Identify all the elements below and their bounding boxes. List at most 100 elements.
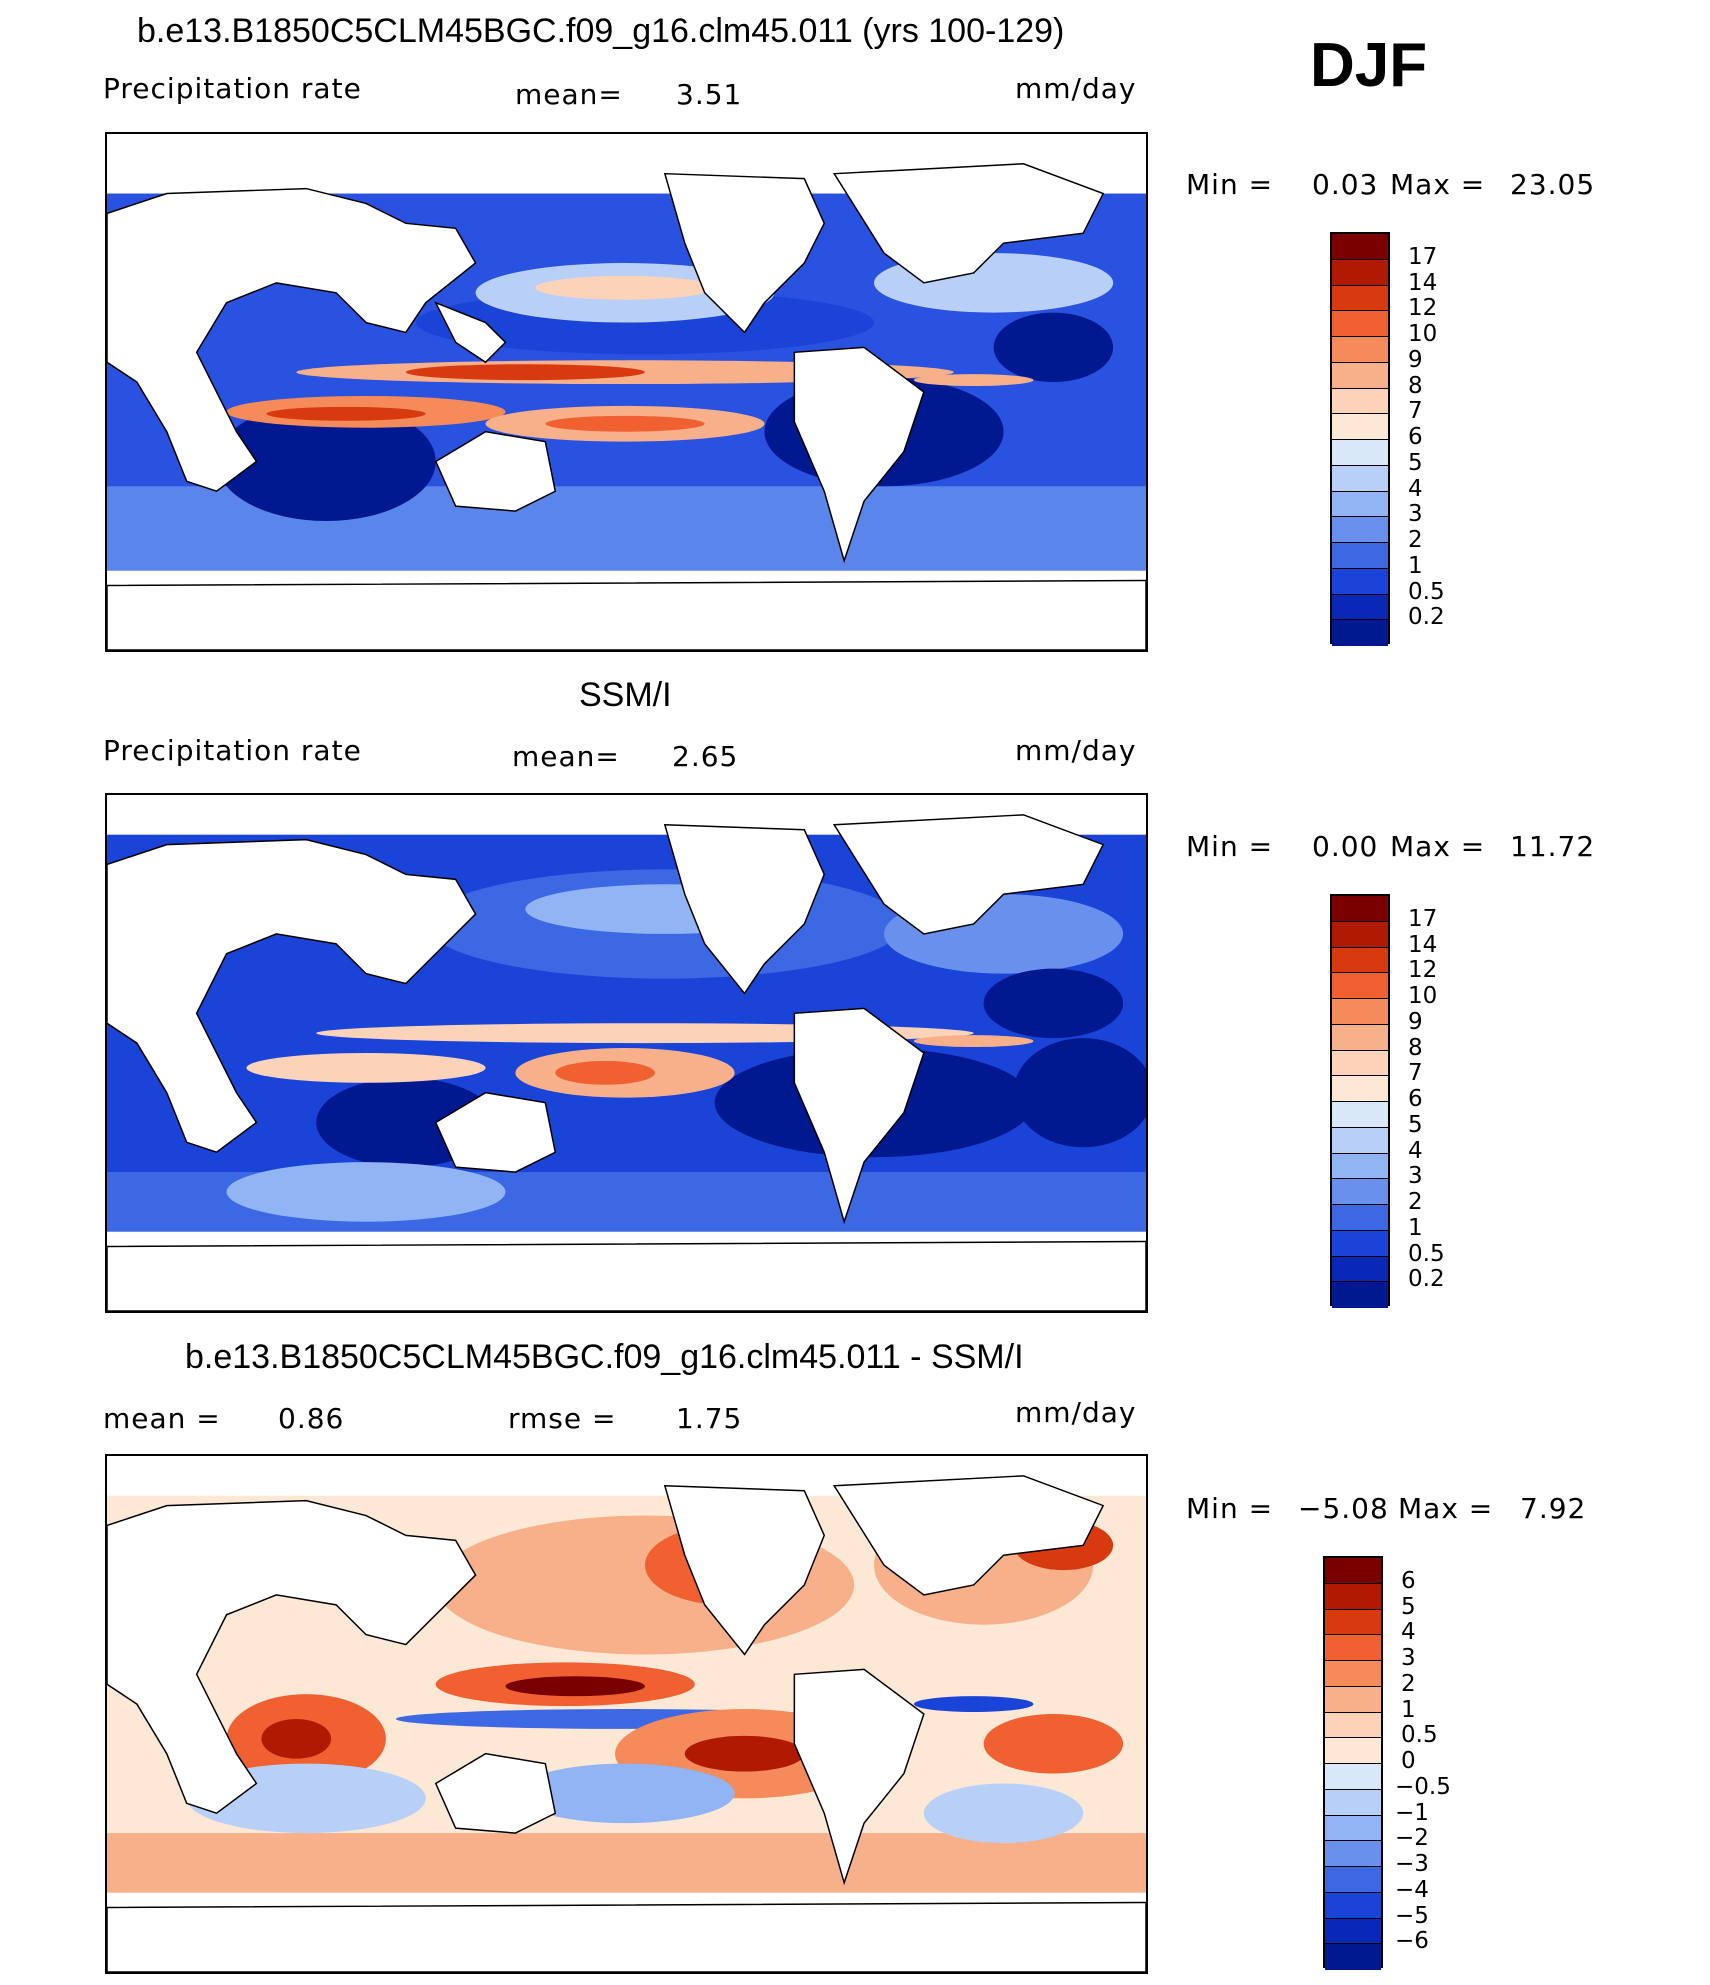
colorbar-tick-label: 0.2 — [1408, 604, 1445, 631]
panel-2-units: mm/day — [1015, 734, 1137, 767]
colorbar-tick-label: 6 — [1408, 424, 1423, 450]
colorbar-swatch — [1332, 465, 1388, 492]
panel-2-max-label: Max = — [1390, 830, 1486, 863]
colorbar-swatch — [1325, 1867, 1381, 1893]
colorbar-swatch — [1332, 414, 1388, 440]
colorbar-swatch — [1332, 337, 1388, 363]
colorbar-swatch — [1325, 1583, 1381, 1610]
panel-1-max-value: 23.05 — [1510, 168, 1596, 201]
colorbar-tick-label: 6 — [1408, 1086, 1423, 1112]
colorbar-swatch — [1332, 1256, 1388, 1283]
colorbar-swatch — [1332, 1179, 1388, 1205]
colorbar-tick-label: −0.5 — [1395, 1773, 1451, 1800]
colorbar-swatch — [1332, 1127, 1388, 1154]
colorbar-swatch — [1332, 1076, 1388, 1102]
colorbar-tick-label: 0.5 — [1401, 1722, 1438, 1749]
colorbar-swatch — [1332, 947, 1388, 974]
colorbar-swatch — [1325, 1789, 1381, 1816]
colorbar-tick-label: −4 — [1395, 1876, 1429, 1903]
colorbar-swatch — [1332, 999, 1388, 1025]
panel-1-map — [105, 132, 1148, 652]
colorbar-tick-label: 6 — [1401, 1567, 1416, 1594]
panel-3-units: mm/day — [1015, 1396, 1137, 1429]
colorbar-swatch — [1332, 543, 1388, 569]
panel-2-map — [105, 793, 1148, 1313]
colorbar-tick-label: 0.5 — [1408, 578, 1445, 605]
colorbar-tick-label: −6 — [1395, 1928, 1429, 1955]
colorbar-swatch — [1332, 620, 1388, 646]
colorbar-swatch — [1332, 1024, 1388, 1051]
colorbar-swatch — [1332, 1102, 1388, 1128]
colorbar-tick-label: 2 — [1401, 1670, 1416, 1697]
panel-3-mean-label: mean = — [103, 1402, 221, 1435]
colorbar-swatch — [1325, 1918, 1381, 1945]
colorbar-swatch — [1332, 285, 1388, 312]
panel-1-max-label: Max = — [1390, 168, 1486, 201]
colorbar-swatch — [1332, 440, 1388, 466]
colorbar-tick-label: 1 — [1401, 1696, 1416, 1723]
colorbar-tick-label: 14 — [1408, 931, 1438, 958]
colorbar-tick-label: 9 — [1408, 346, 1423, 373]
panel-2-min-value: 0.00 — [1312, 830, 1379, 863]
panel-3-max-value: 7.92 — [1520, 1492, 1587, 1525]
panel-2-variable-label: Precipitation rate — [103, 734, 362, 767]
colorbar-tick-label: 1 — [1408, 552, 1423, 579]
panel-2-min-label: Min = — [1186, 830, 1274, 863]
colorbar-swatch — [1325, 1635, 1381, 1661]
colorbar-tick-label: −5 — [1395, 1902, 1429, 1929]
colorbar-swatch — [1332, 234, 1388, 260]
panel-1-variable-label: Precipitation rate — [103, 72, 362, 105]
colorbar-swatch — [1332, 259, 1388, 286]
colorbar-tick-label: −2 — [1395, 1825, 1429, 1852]
colorbar-swatch — [1332, 517, 1388, 543]
panel-3-colorbar-swatches — [1323, 1556, 1383, 1970]
colorbar-tick-label: 0 — [1401, 1748, 1416, 1774]
panel-3-rmse-label: rmse = — [508, 1402, 617, 1435]
colorbar-swatch — [1325, 1661, 1381, 1687]
colorbar-tick-label: 10 — [1408, 321, 1438, 347]
panel-3-min-label: Min = — [1186, 1492, 1274, 1525]
colorbar-tick-label: 14 — [1408, 269, 1438, 296]
colorbar-swatch — [1325, 1764, 1381, 1790]
colorbar-swatch — [1325, 1609, 1381, 1636]
colorbar-tick-label: 4 — [1401, 1619, 1416, 1646]
season-label: DJF — [1310, 31, 1428, 100]
colorbar-swatch — [1332, 362, 1388, 389]
colorbar-swatch — [1332, 1205, 1388, 1231]
colorbar-swatch — [1332, 594, 1388, 621]
colorbar-tick-label: 1 — [1408, 1214, 1423, 1241]
colorbar-tick-label: 5 — [1401, 1593, 1416, 1620]
colorbar-tick-label: 3 — [1401, 1645, 1416, 1671]
panel-2-title: SSM/I — [579, 676, 672, 714]
colorbar-tick-label: 17 — [1408, 243, 1438, 270]
colorbar-swatch — [1325, 1815, 1381, 1842]
panel-2-mean-value: 2.65 — [672, 740, 739, 773]
colorbar-swatch — [1325, 1841, 1381, 1867]
colorbar-swatch — [1332, 921, 1388, 948]
colorbar-tick-label: 17 — [1408, 905, 1438, 932]
colorbar-swatch — [1332, 973, 1388, 999]
colorbar-tick-label: 0.5 — [1408, 1240, 1445, 1267]
colorbar-tick-label: 9 — [1408, 1008, 1423, 1035]
colorbar-tick-label: 3 — [1408, 501, 1423, 528]
colorbar-swatch — [1325, 1558, 1381, 1584]
panel-3-min-value: −5.08 — [1298, 1492, 1389, 1525]
colorbar-swatch — [1332, 311, 1388, 337]
colorbar-swatch — [1325, 1892, 1381, 1919]
panel-2-max-value: 11.72 — [1510, 830, 1596, 863]
panel-1-min-label: Min = — [1186, 168, 1274, 201]
colorbar-tick-label: −3 — [1395, 1851, 1429, 1877]
colorbar-tick-label: 12 — [1408, 295, 1438, 322]
panel-1-units: mm/day — [1015, 72, 1137, 105]
colorbar-swatch — [1332, 388, 1388, 415]
panel-1-min-value: 0.03 — [1312, 168, 1379, 201]
panel-3-rmse-value: 1.75 — [676, 1402, 743, 1435]
colorbar-swatch — [1325, 1738, 1381, 1764]
panel-1-colorbar-swatches — [1330, 232, 1390, 646]
colorbar-tick-label: 0.2 — [1408, 1266, 1445, 1293]
colorbar-tick-label: 5 — [1408, 449, 1423, 476]
colorbar-tick-label: 3 — [1408, 1163, 1423, 1190]
panel-1-mean-label: mean= — [515, 78, 623, 111]
colorbar-swatch — [1325, 1712, 1381, 1739]
colorbar-tick-label: 7 — [1408, 1060, 1423, 1087]
